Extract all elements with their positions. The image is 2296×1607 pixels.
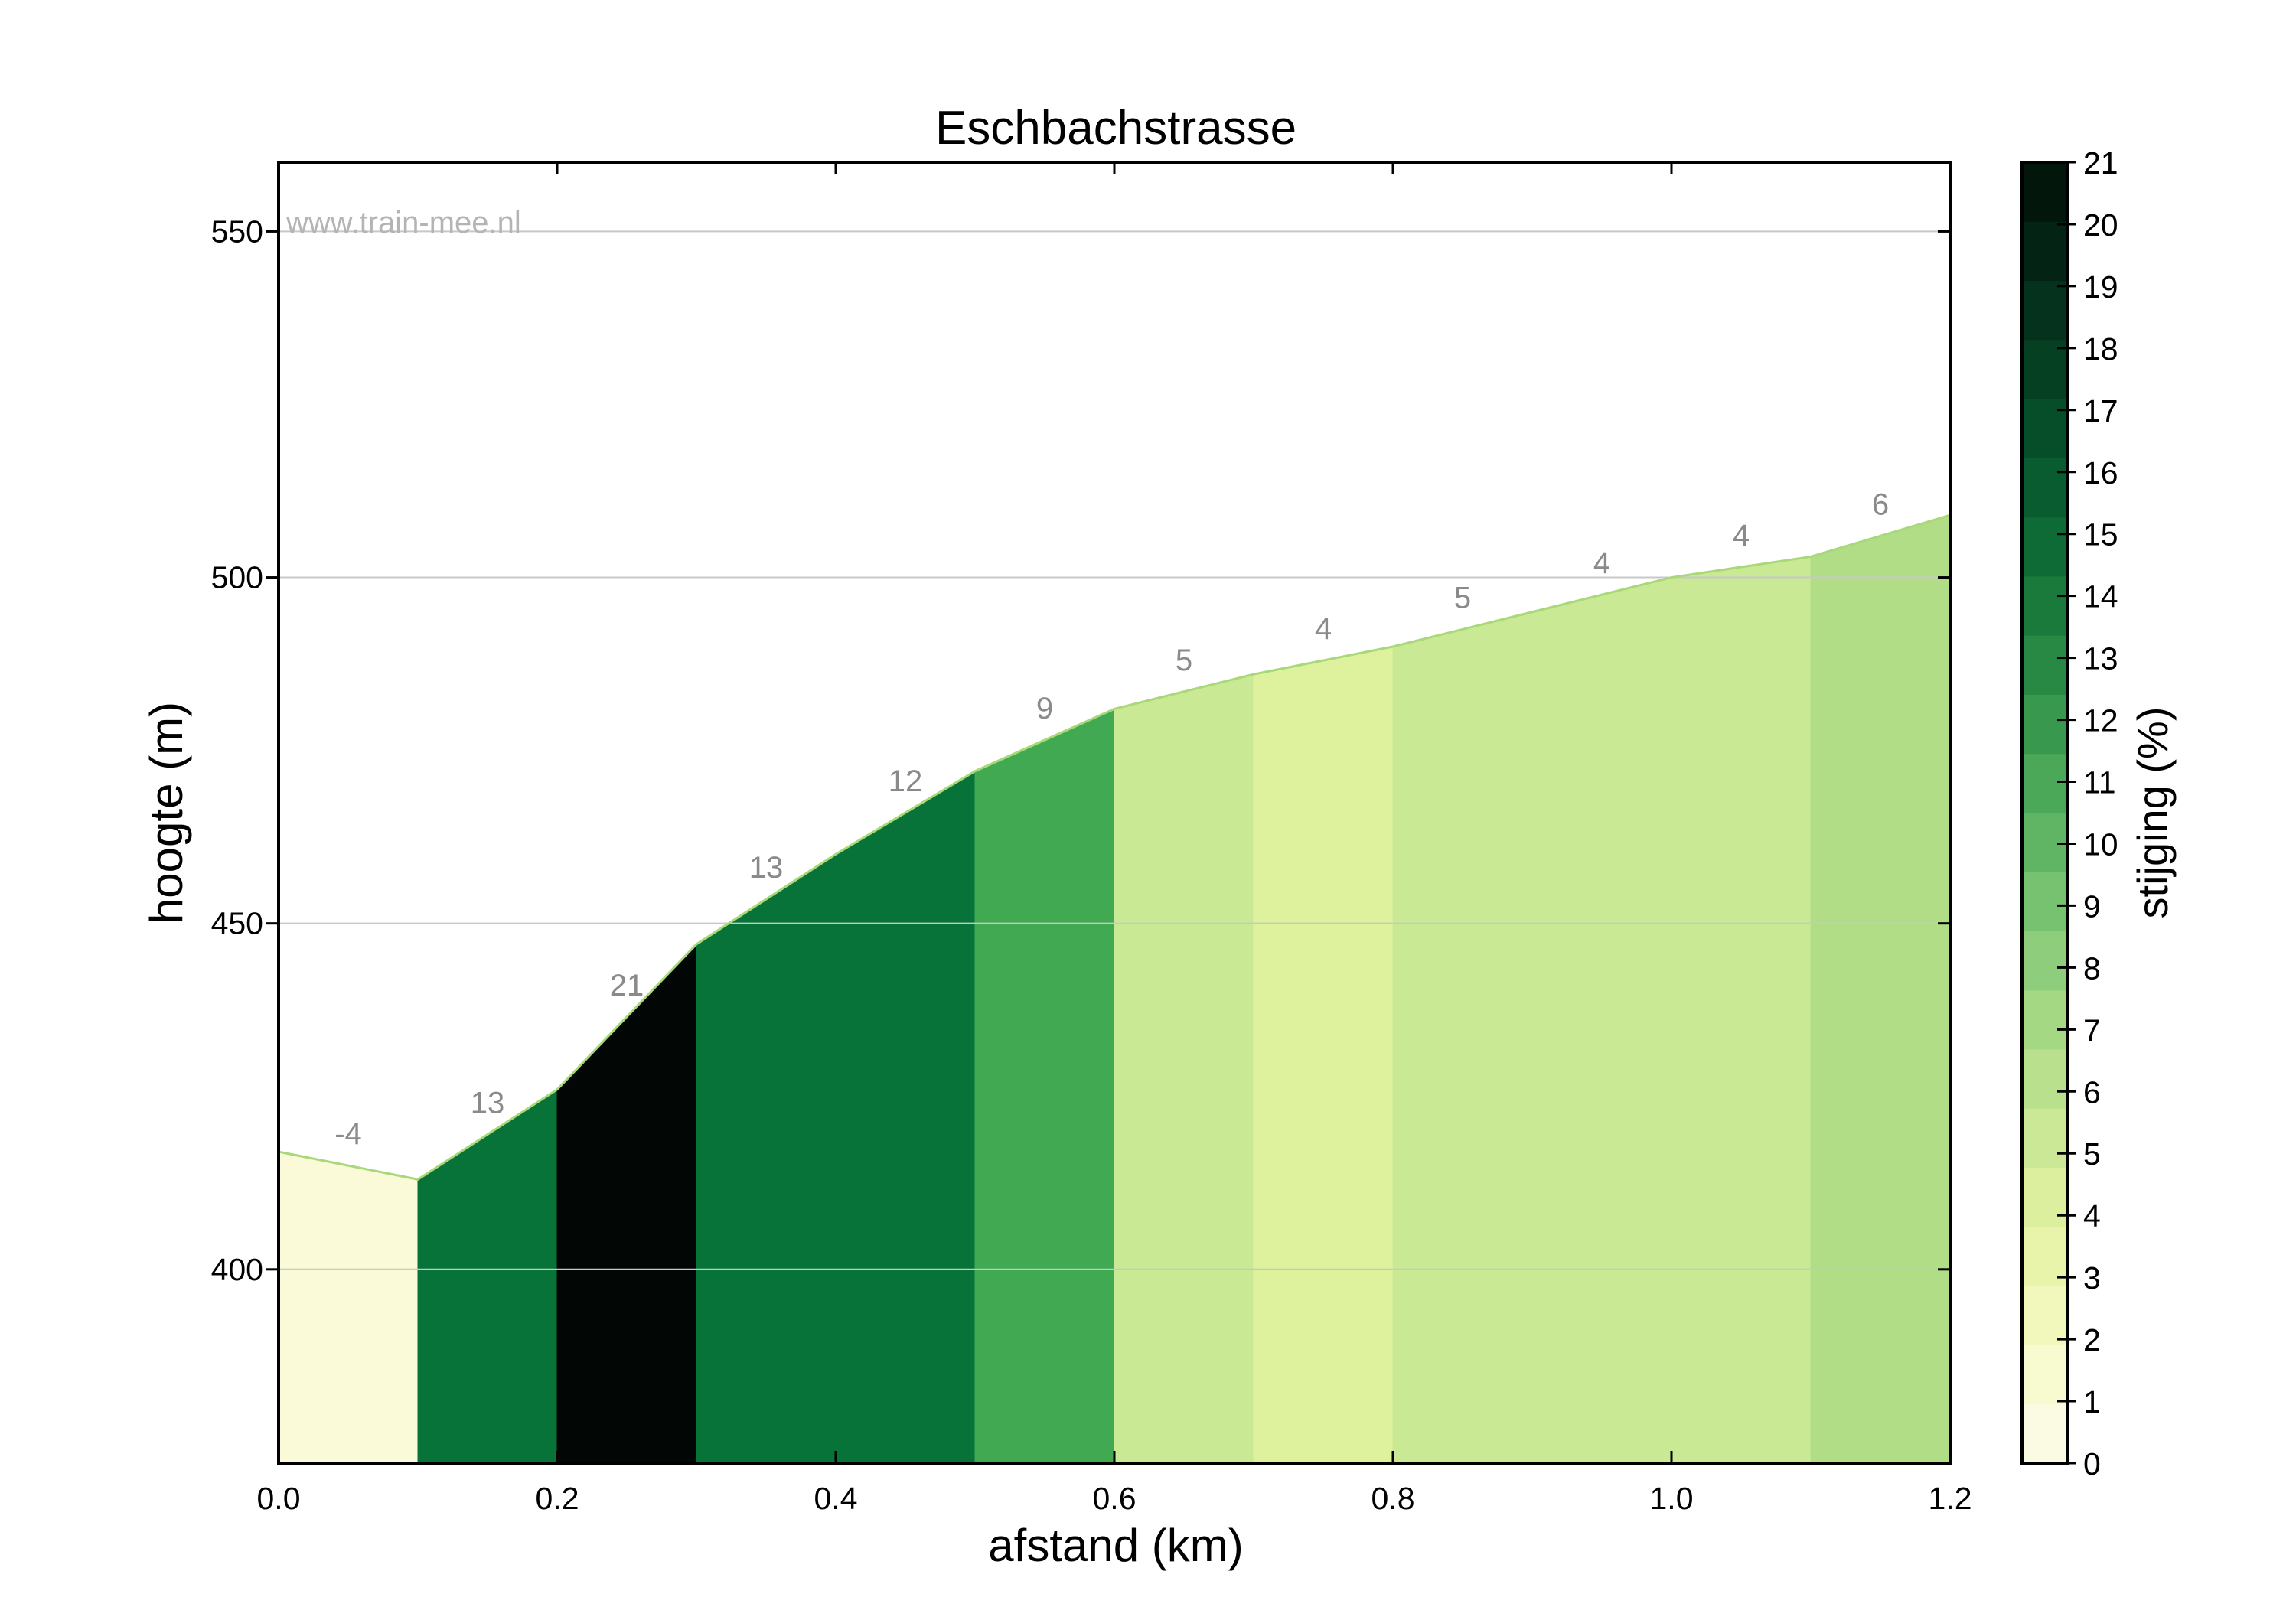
colorbar-swatch bbox=[2022, 517, 2068, 577]
gradient-label: 13 bbox=[471, 1086, 505, 1120]
colorbar-tick-label: 0 bbox=[2083, 1446, 2101, 1482]
colorbar-tick-label: 18 bbox=[2083, 331, 2118, 367]
colorbar-swatch bbox=[2022, 694, 2068, 755]
colorbar-tick-label: 1 bbox=[2083, 1384, 2101, 1420]
y-axis-label: hoogte (m) bbox=[141, 702, 192, 924]
colorbar-swatch bbox=[2022, 162, 2068, 222]
x-tick-label: 0.2 bbox=[536, 1481, 579, 1516]
x-tick-label: 0.0 bbox=[257, 1481, 301, 1516]
colorbar-swatch bbox=[2022, 1049, 2068, 1109]
colorbar-swatch bbox=[2022, 1345, 2068, 1405]
gradient-segments bbox=[278, 514, 1951, 1464]
gradient-label: 12 bbox=[889, 764, 923, 798]
colorbar bbox=[2022, 162, 2068, 1464]
colorbar-tick-label: 9 bbox=[2083, 888, 2101, 924]
colorbar-swatch bbox=[2022, 575, 2068, 636]
colorbar-tick-label: 7 bbox=[2083, 1012, 2101, 1048]
x-tick-label: 0.4 bbox=[814, 1481, 858, 1516]
colorbar-swatch bbox=[2022, 1108, 2068, 1169]
colorbar-tick-label: 2 bbox=[2083, 1322, 2101, 1358]
gradient-label: 13 bbox=[749, 851, 784, 885]
colorbar-swatch bbox=[2022, 458, 2068, 518]
colorbar-swatch bbox=[2022, 1286, 2068, 1345]
gradient-labels: -4 13 21 13 12 9 5 4 5 4 4 6 bbox=[334, 487, 1889, 1151]
gradient-label: 4 bbox=[1315, 612, 1332, 646]
colorbar-tick-label: 21 bbox=[2083, 145, 2118, 181]
y-tick-label: 450 bbox=[211, 906, 263, 941]
y-tick-label: 500 bbox=[211, 560, 263, 595]
colorbar-swatch bbox=[2022, 931, 2068, 991]
colorbar-tick-label: 11 bbox=[2083, 765, 2116, 800]
colorbar-frame bbox=[2020, 161, 2069, 1465]
x-tick-label: 0.6 bbox=[1093, 1481, 1137, 1516]
colorbar-swatch bbox=[2022, 280, 2068, 341]
colorbar-swatch bbox=[2022, 813, 2068, 872]
colorbar-swatch bbox=[2022, 221, 2068, 282]
colorbar-tick-label: 4 bbox=[2083, 1198, 2101, 1234]
x-tick-label: 1.0 bbox=[1650, 1481, 1694, 1516]
segment-area bbox=[1671, 556, 1812, 1464]
colorbar-swatch bbox=[2022, 989, 2068, 1050]
x-tick-label: 1.2 bbox=[1929, 1481, 1972, 1516]
colorbar-tick-label: 15 bbox=[2083, 517, 2118, 553]
segment-area bbox=[835, 770, 976, 1464]
watermark: www.train-mee.nl bbox=[285, 206, 521, 240]
profile-line bbox=[278, 513, 1951, 1181]
colorbar-tick-label: 16 bbox=[2083, 455, 2118, 491]
segment-area bbox=[1392, 611, 1533, 1464]
gradient-label: 5 bbox=[1176, 644, 1192, 677]
colorbar-tick-label: 20 bbox=[2083, 207, 2118, 243]
segment-area bbox=[278, 1151, 419, 1464]
segment-area bbox=[1810, 514, 1951, 1464]
y-axis-ticks: 400 450 500 550 bbox=[211, 214, 1950, 1287]
colorbar-tick-label: 5 bbox=[2083, 1136, 2101, 1172]
colorbar-label: stijging (%) bbox=[2128, 707, 2177, 919]
segment-area bbox=[1114, 673, 1254, 1464]
gradient-label: -4 bbox=[334, 1117, 362, 1151]
x-axis-label: afstand (km) bbox=[988, 1520, 1243, 1571]
colorbar-swatch bbox=[2022, 399, 2068, 458]
gradient-label: 5 bbox=[1454, 581, 1471, 614]
gradient-label: 4 bbox=[1593, 546, 1610, 580]
colorbar-tick-label: 19 bbox=[2083, 269, 2118, 305]
gradient-label: 4 bbox=[1733, 519, 1750, 553]
segment-area bbox=[1531, 576, 1672, 1464]
segment-area bbox=[974, 708, 1115, 1464]
colorbar-tick-label: 3 bbox=[2083, 1260, 2101, 1296]
colorbar-swatch bbox=[2022, 1167, 2068, 1227]
colorbar-swatch bbox=[2022, 635, 2068, 695]
segment-area bbox=[1253, 646, 1394, 1464]
colorbar-tick-label: 6 bbox=[2083, 1074, 2101, 1110]
colorbar-tick-label: 10 bbox=[2083, 826, 2118, 862]
segment-area bbox=[696, 853, 837, 1464]
chart-title: Eschbachstrasse bbox=[935, 102, 1296, 155]
colorbar-swatch bbox=[2022, 339, 2068, 399]
colorbar-swatch bbox=[2022, 753, 2068, 813]
y-tick-label: 550 bbox=[211, 214, 263, 249]
colorbar-tick-label: 8 bbox=[2083, 950, 2101, 986]
colorbar-swatch bbox=[2022, 872, 2068, 932]
gradient-label: 9 bbox=[1036, 692, 1053, 725]
x-axis-ticks: 0.0 0.2 0.4 0.6 0.8 1.0 1.2 bbox=[257, 162, 1972, 1516]
gradient-label: 21 bbox=[610, 969, 644, 1002]
y-tick-label: 400 bbox=[211, 1252, 263, 1287]
gradient-label: 6 bbox=[1872, 487, 1889, 521]
colorbar-tick-label: 13 bbox=[2083, 641, 2118, 676]
colorbar-tick-label: 17 bbox=[2083, 393, 2118, 429]
colorbar-swatch bbox=[2022, 1403, 2068, 1464]
x-tick-label: 0.8 bbox=[1371, 1481, 1415, 1516]
colorbar-tick-label: 14 bbox=[2083, 579, 2118, 614]
colorbar-tick-label: 12 bbox=[2083, 703, 2118, 738]
